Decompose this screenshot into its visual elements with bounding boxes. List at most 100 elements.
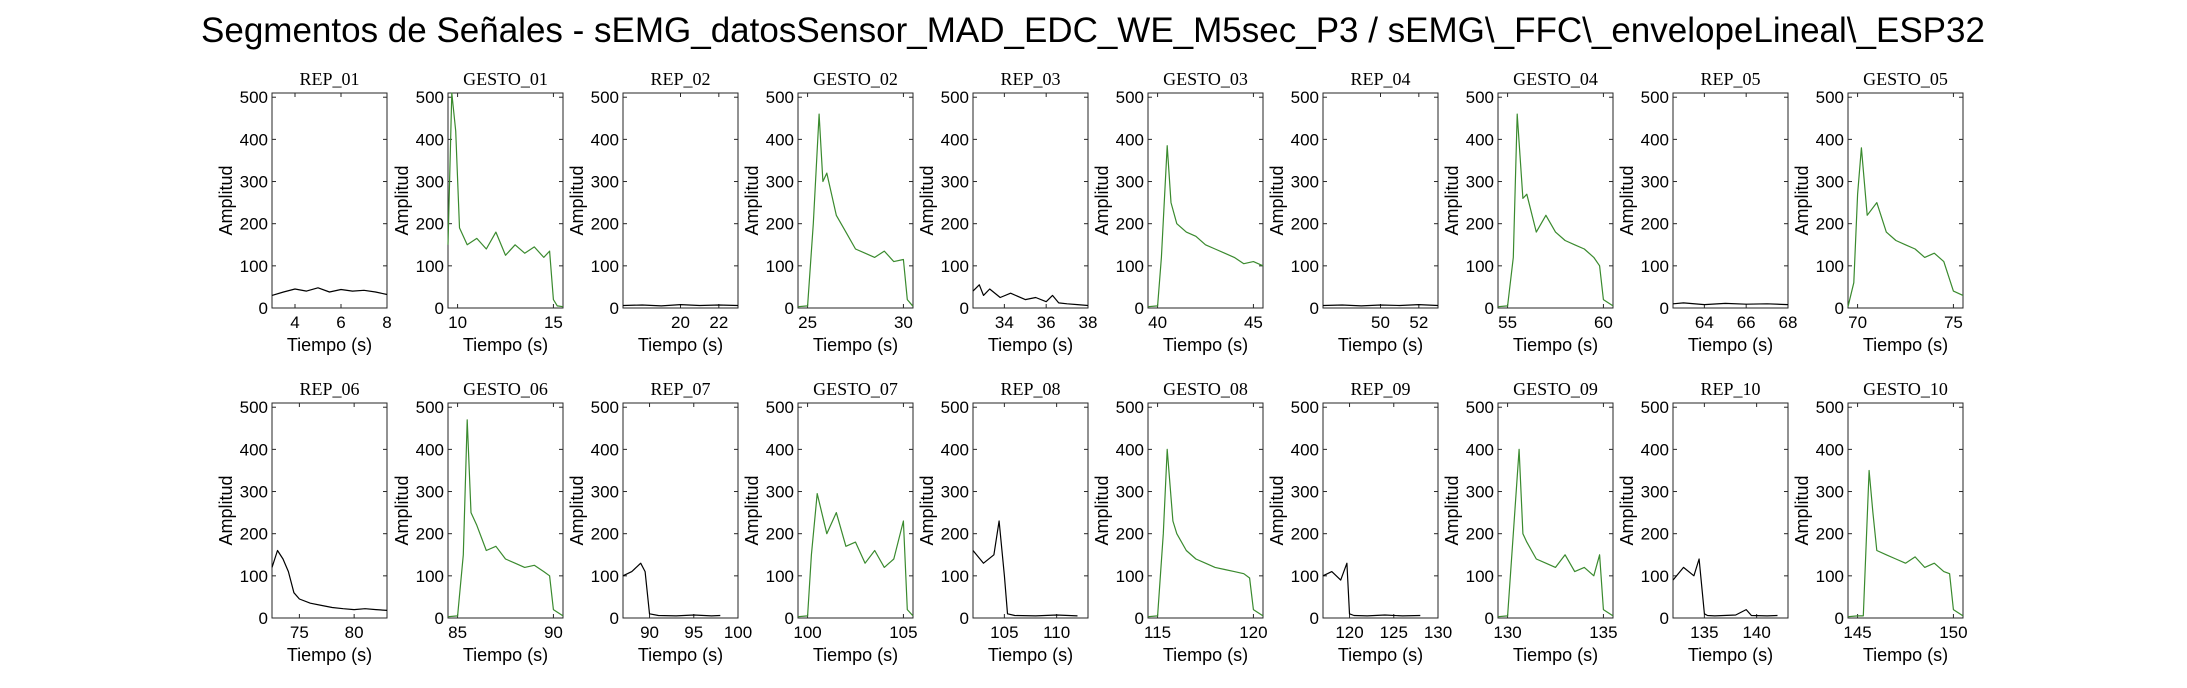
y-tick-label: 400: [1816, 440, 1844, 459]
y-axis-label: Amplitud: [1092, 165, 1112, 235]
y-tick-label: 500: [416, 398, 444, 417]
y-tick-label: 400: [1641, 440, 1669, 459]
x-tick-label: 38: [1079, 313, 1098, 332]
y-tick-label: 200: [240, 215, 268, 234]
x-tick-label: 4: [290, 313, 299, 332]
y-axis-label: Amplitud: [1267, 475, 1287, 545]
y-tick-label: 0: [960, 609, 969, 628]
x-tick-label: 66: [1737, 313, 1756, 332]
x-tick-label: 105: [889, 623, 917, 642]
x-tick-label: 110: [1043, 623, 1070, 642]
y-tick-label: 400: [941, 440, 969, 459]
y-tick-label: 300: [1816, 483, 1844, 502]
panel-title: GESTO_09: [1513, 379, 1598, 399]
y-tick-label: 0: [960, 299, 969, 318]
x-tick-label: 85: [448, 623, 467, 642]
y-tick-label: 500: [1466, 398, 1494, 417]
y-axis-label: Amplitud: [742, 165, 762, 235]
axes-box: [1847, 92, 1964, 309]
panel-title: GESTO_02: [813, 69, 898, 89]
panel-title: GESTO_04: [1513, 69, 1598, 89]
y-tick-label: 400: [1291, 130, 1319, 149]
x-tick-label: 100: [793, 623, 821, 642]
series-line: [271, 287, 388, 296]
y-tick-label: 400: [591, 440, 619, 459]
y-tick-label: 300: [941, 173, 969, 192]
y-axis-label: Amplitud: [567, 475, 587, 545]
y-axis-label: Amplitud: [917, 165, 937, 235]
series-line: [622, 304, 739, 307]
y-tick-label: 500: [416, 88, 444, 107]
y-tick-label: 200: [416, 215, 444, 234]
panel-rep-10: REP_10 0 100 200 300 400 500 135 140 Tiempo (s) Am…: [1617, 379, 1789, 665]
y-tick-label: 0: [435, 299, 444, 318]
panel-gesto-08: GESTO_08 0 100 200 300 400 500 115 120 Tiempo (s)…: [1092, 379, 1268, 665]
y-tick-label: 200: [1816, 525, 1844, 544]
panel-title: REP_08: [1000, 379, 1060, 399]
x-tick-label: 80: [345, 623, 364, 642]
x-tick-label: 90: [640, 623, 659, 642]
x-tick-label: 15: [544, 313, 563, 332]
panel-title: REP_05: [1700, 69, 1760, 89]
y-tick-label: 400: [1466, 130, 1494, 149]
y-tick-label: 400: [766, 130, 794, 149]
x-axis-label: Tiempo (s): [463, 645, 548, 665]
y-tick-label: 500: [1116, 398, 1144, 417]
y-axis-label: Amplitud: [917, 475, 937, 545]
axes-box: [1497, 402, 1614, 619]
x-tick-label: 75: [1944, 313, 1963, 332]
y-axis-label: Amplitud: [1617, 475, 1637, 545]
x-tick-label: 45: [1244, 313, 1263, 332]
y-tick-label: 0: [1660, 609, 1669, 628]
axes-box: [622, 92, 739, 309]
y-tick-label: 100: [416, 257, 444, 276]
x-tick-label: 64: [1695, 313, 1714, 332]
y-tick-label: 200: [591, 215, 619, 234]
y-tick-label: 100: [1466, 567, 1494, 586]
series-line: [1147, 145, 1264, 308]
series-line: [271, 549, 388, 611]
panel-gesto-05: GESTO_05 0 100 200 300 400 500 70 75 Tiempo (s) Am…: [1792, 69, 1964, 355]
series-line: [622, 562, 721, 617]
panel-title: GESTO_03: [1163, 69, 1248, 89]
figure-title: Segmentos de Señales - sEMG_datosSensor_…: [201, 11, 1985, 50]
x-axis-label: Tiempo (s): [1338, 335, 1423, 355]
x-tick-label: 10: [448, 313, 467, 332]
x-tick-label: 120: [1239, 623, 1267, 642]
y-tick-label: 300: [766, 483, 794, 502]
y-tick-label: 300: [1116, 483, 1144, 502]
x-tick-label: 130: [1424, 623, 1452, 642]
panel-title: REP_07: [650, 379, 710, 399]
panel-title: REP_10: [1700, 379, 1760, 399]
y-tick-label: 400: [1116, 130, 1144, 149]
y-tick-label: 500: [941, 398, 969, 417]
y-tick-label: 100: [1466, 257, 1494, 276]
panel-title: GESTO_08: [1163, 379, 1248, 399]
y-tick-label: 0: [1485, 609, 1494, 628]
y-tick-label: 300: [766, 173, 794, 192]
y-tick-label: 200: [766, 525, 794, 544]
y-axis-label: Amplitud: [1267, 165, 1287, 235]
axes-box: [1847, 402, 1964, 619]
series-line: [972, 520, 1078, 617]
series-line: [1147, 448, 1264, 618]
y-tick-label: 500: [240, 88, 268, 107]
x-tick-label: 68: [1779, 313, 1798, 332]
y-tick-label: 100: [1116, 567, 1144, 586]
y-axis-label: Amplitud: [1792, 475, 1812, 545]
axes-box: [797, 92, 914, 309]
panel-title: REP_04: [1350, 69, 1410, 89]
x-axis-label: Tiempo (s): [1163, 645, 1248, 665]
x-axis-label: Tiempo (s): [287, 335, 372, 355]
y-tick-label: 200: [1116, 215, 1144, 234]
y-tick-label: 200: [766, 215, 794, 234]
panel-rep-06: REP_06 0 100 200 300 400 500 75 80 Tiempo (s) Ampl…: [216, 379, 388, 665]
x-axis-label: Tiempo (s): [638, 645, 723, 665]
axes-box: [447, 92, 564, 309]
y-tick-label: 400: [1466, 440, 1494, 459]
y-tick-label: 100: [766, 567, 794, 586]
series-line: [447, 419, 564, 618]
series-line: [1497, 113, 1614, 308]
y-tick-label: 400: [941, 130, 969, 149]
